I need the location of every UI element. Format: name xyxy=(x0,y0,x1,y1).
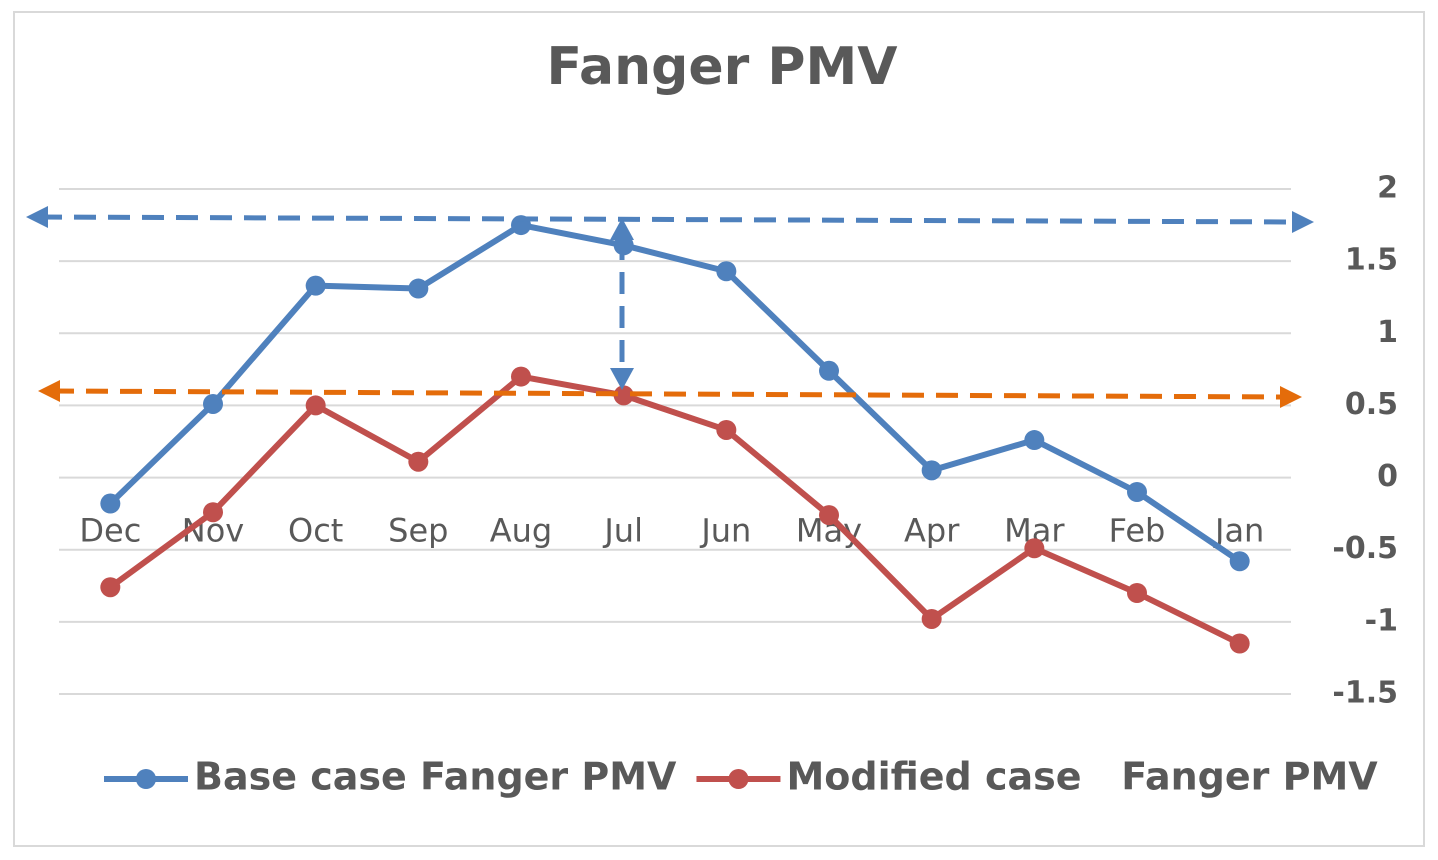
x-tick-label: Jun xyxy=(699,512,751,550)
y-tick-label: 2 xyxy=(1377,171,1398,206)
data-point xyxy=(1024,430,1045,451)
y-tick-label: -1.5 xyxy=(1332,676,1398,711)
data-point xyxy=(613,385,634,406)
arrow-head xyxy=(26,206,48,228)
x-tick-label: Dec xyxy=(79,512,141,550)
x-tick-label: Sep xyxy=(388,512,448,550)
legend-marker xyxy=(728,769,749,789)
data-point xyxy=(819,360,839,381)
x-tick-label: Jan xyxy=(1213,512,1264,550)
data-point xyxy=(203,502,223,523)
data-point xyxy=(1229,551,1250,572)
chart-title: Fanger PMV xyxy=(547,37,898,97)
data-point xyxy=(716,419,737,440)
data-point xyxy=(1024,538,1045,559)
x-tick-label: Oct xyxy=(288,512,343,550)
data-point xyxy=(100,493,121,514)
legend-marker xyxy=(136,769,156,789)
legend-label: Modified case Fanger PMV xyxy=(786,755,1378,799)
x-tick-label: Feb xyxy=(1109,512,1166,550)
series-line xyxy=(108,222,1242,564)
data-point xyxy=(716,261,737,282)
y-tick-label: 0 xyxy=(1377,459,1398,494)
arrow-head xyxy=(610,368,634,390)
data-point xyxy=(819,505,839,526)
y-tick-label: -0.5 xyxy=(1332,531,1398,566)
y-tick-label: 1.5 xyxy=(1345,243,1398,278)
data-point xyxy=(305,275,326,296)
data-point xyxy=(1127,583,1147,603)
legend-label: Base case Fanger PMV xyxy=(194,755,677,799)
data-point xyxy=(1127,482,1147,502)
data-point xyxy=(408,278,429,299)
annotation-arrows xyxy=(26,206,1314,408)
y-tick-label: 1 xyxy=(1377,315,1398,350)
x-tick-label: Jul xyxy=(602,512,643,550)
data-point xyxy=(203,393,223,414)
data-point xyxy=(921,608,942,629)
data-point xyxy=(1229,633,1250,654)
series-line xyxy=(108,373,1241,647)
dashed-line xyxy=(51,388,1289,400)
data-point xyxy=(921,460,942,481)
arrow-head xyxy=(38,380,60,402)
data-point xyxy=(100,577,121,598)
data-point xyxy=(408,451,429,472)
x-tick-label: Apr xyxy=(904,512,960,550)
arrow-head xyxy=(1280,386,1302,408)
data-point xyxy=(511,366,531,387)
data-point xyxy=(305,395,326,416)
arrow-head xyxy=(610,218,634,240)
dashed-line xyxy=(39,214,1301,225)
x-tick-label: Aug xyxy=(490,512,552,550)
y-tick-label: 0.5 xyxy=(1345,387,1398,422)
arrow-head xyxy=(1292,211,1314,233)
y-tick-label: -1 xyxy=(1365,603,1398,638)
